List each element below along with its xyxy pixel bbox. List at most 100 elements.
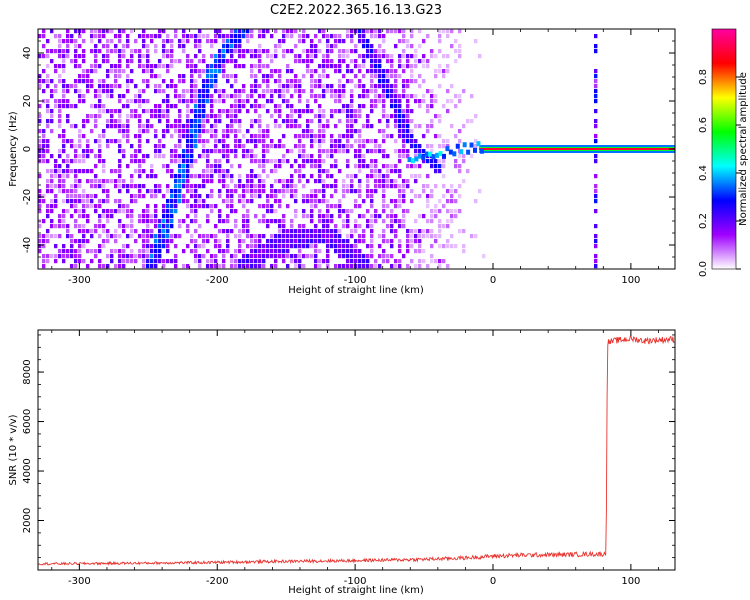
- heatmap-cell: [142, 34, 146, 39]
- heatmap-cell: [286, 249, 290, 254]
- heatmap-cell: [102, 34, 106, 39]
- heatmap-cell: [386, 29, 390, 34]
- heatmap-cell: [138, 49, 142, 54]
- heatmap-cell: [270, 249, 274, 254]
- heatmap-cell: [246, 219, 250, 224]
- heatmap-cell: [314, 264, 318, 269]
- carrier-blob: [452, 151, 457, 157]
- heatmap-cell: [82, 244, 86, 249]
- heatmap-cell: [386, 54, 390, 59]
- heatmap-cell: [38, 154, 42, 159]
- heatmap-cell: [358, 69, 362, 74]
- heatmap-cell: [262, 214, 266, 219]
- heatmap-cell: [314, 249, 318, 254]
- heatmap-cell: [382, 149, 386, 154]
- heatmap-cell: [222, 184, 226, 189]
- heatmap-cell: [158, 144, 162, 149]
- heatmap-cell: [250, 184, 254, 189]
- heatmap-cell: [118, 64, 122, 69]
- heatmap-cell: [394, 234, 398, 239]
- heatmap-cell: [338, 119, 342, 124]
- heatmap-cell: [202, 144, 206, 149]
- heatmap-cell: [58, 134, 62, 139]
- heatmap-cell: [270, 114, 274, 119]
- heatmap-cell: [418, 124, 422, 129]
- heatmap-cell: [182, 129, 186, 134]
- heatmap-cell: [238, 144, 242, 149]
- heatmap-cell: [398, 114, 402, 119]
- heatmap-cell: [214, 259, 218, 264]
- carrier-blob: [473, 147, 478, 153]
- heatmap-cell: [426, 199, 430, 204]
- heatmap-cell: [202, 139, 206, 144]
- heatmap-cell: [106, 179, 110, 184]
- heatmap-cell: [146, 219, 150, 224]
- heatmap-cell: [234, 209, 238, 214]
- heatmap-cell: [274, 69, 278, 74]
- heatmap-cell: [146, 254, 150, 259]
- heatmap-cell: [274, 239, 278, 244]
- heatmap-cell: [198, 194, 202, 199]
- heatmap-cell: [450, 209, 454, 214]
- heatmap-cell: [378, 214, 382, 219]
- heatmap-cell: [198, 34, 202, 39]
- heatmap-cell: [150, 194, 154, 199]
- heatmap-cell: [398, 184, 402, 189]
- heatmap-cell: [218, 164, 222, 169]
- heatmap-cell: [62, 134, 66, 139]
- heatmap-cell: [150, 214, 154, 219]
- heatmap-cell: [118, 234, 122, 239]
- heatmap-cell: [218, 214, 222, 219]
- heatmap-cell: [190, 64, 194, 69]
- heatmap-cell: [438, 164, 442, 169]
- heatmap-cell: [62, 69, 66, 74]
- heatmap-cell: [382, 229, 386, 234]
- heatmap-cell: [254, 104, 258, 109]
- heatmap-cell: [398, 249, 402, 254]
- heatmap-cell: [194, 219, 198, 224]
- heatmap-cell: [50, 189, 54, 194]
- heatmap-cell: [62, 59, 66, 64]
- heatmap-cell: [122, 254, 126, 259]
- heatmap-cell: [106, 59, 110, 64]
- heatmap-cell: [54, 184, 58, 189]
- heatmap-cell: [198, 254, 202, 259]
- heatmap-cell: [206, 204, 210, 209]
- heatmap-cell: [58, 169, 62, 174]
- heatmap-cell: [122, 259, 126, 264]
- heatmap-cell: [90, 234, 94, 239]
- heatmap-cell: [270, 194, 274, 199]
- heatmap-cell: [110, 179, 114, 184]
- heatmap-cell: [74, 194, 78, 199]
- heatmap-cell: [406, 114, 410, 119]
- heatmap-cell: [86, 204, 90, 209]
- heatmap-cell: [262, 244, 266, 249]
- heatmap-cell: [54, 89, 58, 94]
- heatmap-cell: [78, 99, 82, 104]
- heatmap-cell: [398, 169, 402, 174]
- heatmap-cell: [278, 74, 282, 79]
- heatmap-cell: [122, 124, 126, 129]
- heatmap-cell: [254, 139, 258, 144]
- heatmap-cell: [282, 259, 286, 264]
- heatmap-cell: [46, 104, 50, 109]
- heatmap-cell: [138, 134, 142, 139]
- heatmap-cell: [234, 64, 238, 69]
- heatmap-cell: [142, 229, 146, 234]
- heatmap-cell: [322, 159, 326, 164]
- heatmap-cell: [406, 54, 410, 59]
- heatmap-cell: [378, 94, 382, 99]
- heatmap-cell: [446, 239, 450, 244]
- heatmap-cell: [194, 124, 198, 129]
- heatmap-cell: [426, 59, 430, 64]
- heatmap-cell: [202, 234, 206, 239]
- bottom-y-tick-label: 4000: [22, 458, 33, 483]
- heatmap-cell: [154, 244, 158, 249]
- heatmap-cell: [42, 264, 46, 269]
- heatmap-cell: [326, 174, 330, 179]
- heatmap-cell: [206, 129, 210, 134]
- heatmap-cell: [390, 134, 394, 139]
- heatmap-cell: [350, 29, 354, 34]
- heatmap-cell: [394, 149, 398, 154]
- heatmap-cell: [38, 54, 42, 59]
